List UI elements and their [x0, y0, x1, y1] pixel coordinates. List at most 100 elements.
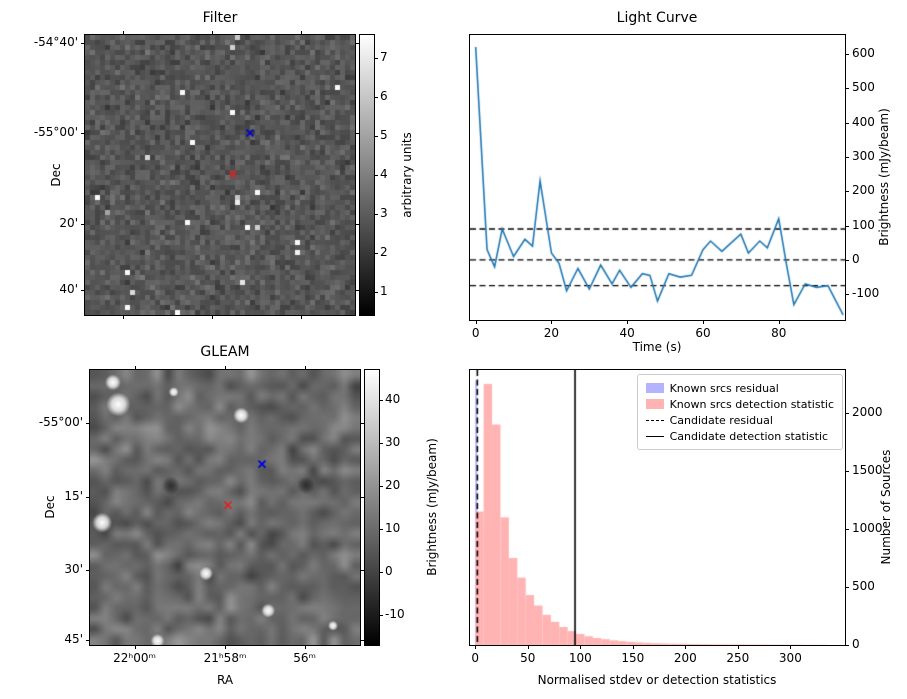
- axis-tick: [845, 586, 849, 588]
- axis-tick: [845, 191, 849, 193]
- axis-tick: [379, 400, 383, 402]
- histogram-legend: Known srcs residual Known srcs detection …: [636, 374, 843, 450]
- gleam-y-axis-label: Dec: [43, 495, 57, 519]
- axis-tick: [845, 156, 849, 158]
- axis-tick: [379, 486, 383, 488]
- y-tick-label: 15': [64, 489, 83, 504]
- axis-tick: [355, 224, 359, 225]
- axis-tick: [304, 645, 306, 649]
- x-tick-label: 21ʰ58ᵐ: [203, 651, 247, 665]
- axis-tick: [737, 645, 739, 649]
- filter-title: Filter: [202, 10, 238, 26]
- legend-label: Known srcs detection statistic: [669, 397, 834, 411]
- y-tick-label: 300: [852, 148, 875, 163]
- axis-tick: [845, 294, 849, 296]
- axis-tick: [845, 225, 849, 227]
- x-tick-label: 22ʰ00ᵐ: [113, 651, 156, 665]
- x-tick-label: 56ᵐ: [293, 651, 317, 665]
- x-tick-label: 60: [695, 326, 711, 340]
- colorbar-tick-label: 7: [380, 50, 388, 65]
- axis-tick: [551, 320, 553, 324]
- y-tick-label: 1000: [852, 520, 883, 535]
- axis-tick: [360, 423, 364, 425]
- axis-tick: [122, 31, 124, 35]
- gleam-title: GLEAM: [200, 344, 250, 360]
- axis-tick: [374, 97, 378, 99]
- y-tick-label: 45': [64, 632, 83, 647]
- axis-tick: [81, 133, 85, 134]
- axis-tick: [81, 224, 85, 225]
- axis-tick: [845, 645, 849, 646]
- filter-image-canvas: [85, 35, 355, 315]
- axis-tick: [845, 53, 849, 55]
- colorbar-tick-label: 6: [380, 89, 388, 104]
- y-tick-label: 0: [852, 637, 860, 651]
- axis-tick: [374, 252, 378, 254]
- axis-tick: [374, 58, 378, 60]
- axis-tick: [355, 43, 359, 45]
- x-tick-label: 80: [771, 326, 787, 340]
- axis-tick: [86, 640, 90, 642]
- legend-entry: Candidate detection statistic: [645, 428, 834, 444]
- axis-tick: [81, 289, 85, 291]
- light-curve-x-axis-label: Time (s): [632, 340, 682, 354]
- y-tick-label: 40': [59, 281, 78, 296]
- x-tick-label: 200: [673, 651, 697, 665]
- colorbar-tick-label: 20: [385, 478, 401, 493]
- x-tick-label: 0: [471, 326, 480, 340]
- axis-tick: [475, 320, 477, 324]
- axis-tick: [702, 320, 704, 324]
- gleam-colorbar-label: Brightness (mJy/beam): [425, 438, 439, 576]
- filter-colorbar-label: arbitrary units: [400, 132, 414, 218]
- axis-tick: [360, 497, 364, 499]
- colorbar-tick-label: 2: [380, 244, 388, 259]
- light-curve-title: Light Curve: [616, 10, 698, 26]
- legend-line-swatch: [645, 435, 664, 437]
- axis-tick: [685, 645, 687, 649]
- colorbar-tick-label: 5: [380, 128, 388, 143]
- y-tick-label: 2000: [852, 404, 883, 419]
- axis-tick: [301, 315, 302, 319]
- axis-tick: [86, 497, 90, 499]
- axis-tick: [845, 259, 849, 261]
- axis-tick: [845, 122, 849, 124]
- axis-tick: [304, 366, 306, 370]
- axis-tick: [134, 645, 136, 649]
- axis-tick: [86, 569, 90, 571]
- axis-tick: [134, 366, 136, 370]
- legend-entry: Known srcs residual: [645, 380, 834, 396]
- axis-tick: [379, 528, 383, 530]
- y-tick-label: 600: [852, 45, 875, 60]
- axis-tick: [475, 645, 477, 649]
- axis-tick: [211, 315, 213, 319]
- x-tick-label: 100: [568, 651, 592, 665]
- gleam-colorbar: [365, 370, 379, 645]
- x-tick-label: 250: [726, 651, 750, 665]
- x-tick-label: 0: [471, 651, 480, 665]
- x-tick-label: 150: [621, 651, 645, 665]
- x-tick-label: 50: [520, 651, 536, 665]
- axis-tick: [81, 43, 85, 45]
- legend-entry: Candidate residual: [645, 412, 834, 428]
- axis-tick: [379, 571, 383, 573]
- axis-tick: [379, 614, 383, 616]
- axis-tick: [379, 443, 383, 445]
- y-tick-label: -55°00': [38, 415, 83, 430]
- axis-tick: [86, 423, 90, 425]
- colorbar-tick-label: 3: [380, 205, 388, 220]
- colorbar-tick-label: 1: [380, 283, 388, 298]
- x-tick-label: 40: [619, 326, 635, 340]
- axis-tick: [845, 412, 849, 414]
- axis-tick: [374, 175, 378, 176]
- axis-tick: [790, 645, 792, 649]
- histogram-x-axis-label: Normalised stdev or detection statistics: [537, 673, 777, 687]
- gleam-x-axis-label: RA: [216, 673, 234, 687]
- axis-tick: [527, 645, 529, 649]
- y-tick-label: -55°00': [33, 125, 78, 139]
- legend-label: Candidate detection statistic: [669, 429, 829, 443]
- colorbar-tick-label: 4: [380, 167, 388, 181]
- y-tick-label: 500: [852, 80, 875, 95]
- y-tick-label: 30': [64, 561, 83, 576]
- axis-tick: [360, 569, 364, 571]
